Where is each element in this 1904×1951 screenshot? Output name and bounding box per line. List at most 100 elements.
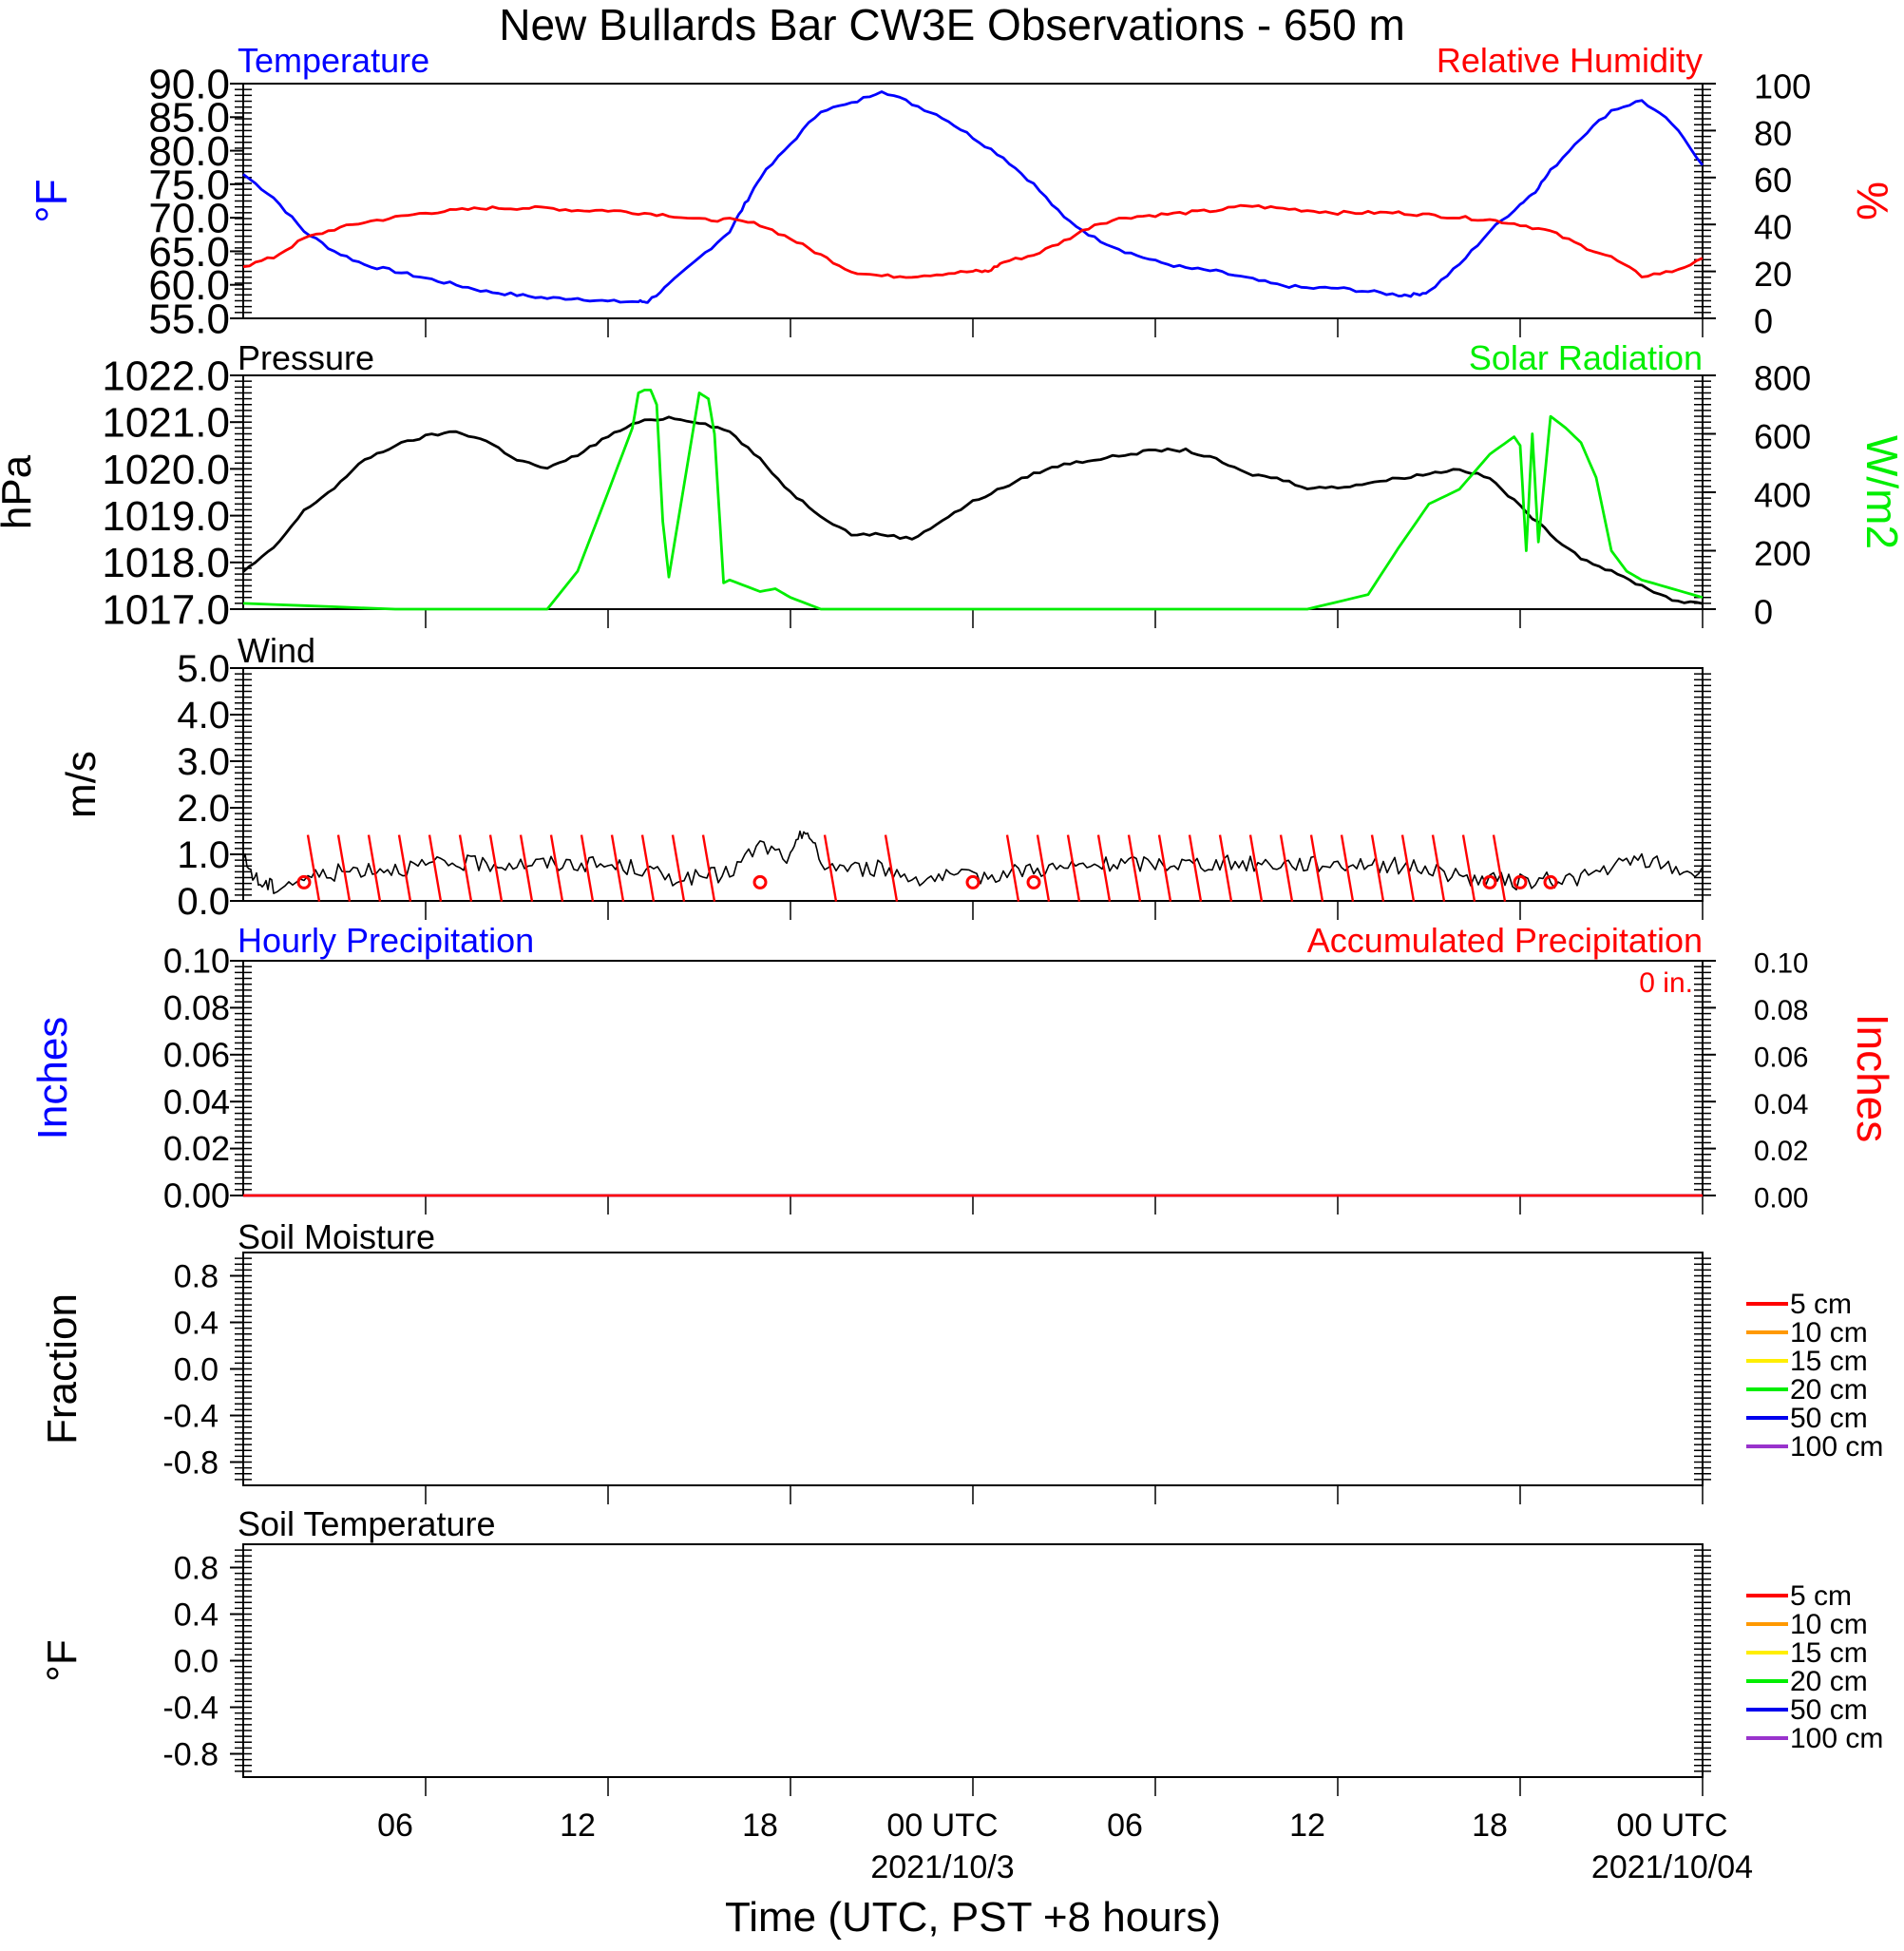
y-tick-label-left: 0.06 [163,1035,230,1074]
y-axis-title-left: Fraction [39,1293,86,1444]
legend-label: 15 cm [1790,1346,1868,1377]
wind-barb [823,834,838,902]
series-line-pressure [242,415,1704,605]
minor-ticks [230,960,1716,1215]
x-tick-label: 00 UTC [886,1808,998,1844]
y-tick-label-left: 0.0 [174,1351,219,1387]
wind-barb [458,834,473,902]
wind-barb [701,834,716,902]
plot-frame [242,667,1704,902]
y-tick-label-right: 100 [1754,67,1811,105]
y-tick-label-left: 60.0 [148,262,230,309]
y-tick-label-left: 0.00 [163,1176,230,1215]
x-tick-label: 18 [1472,1808,1508,1844]
series-line-solar-radiation [242,389,1704,611]
y-axis-title-left: hPa [0,454,40,529]
y-tick-label-left: 0.4 [174,1597,219,1633]
y-tick-label-right: 40 [1754,208,1792,247]
panel-title-right: Relative Humidity [1437,41,1703,80]
calm-wind-marker [1026,874,1041,889]
x-axis-labels: 06 12 18 00 UTC 06 12 18 00 UTC 2021/10/… [377,1808,1753,1885]
series-line-relative-humidity [242,203,1704,279]
minor-ticks [230,83,1716,337]
wind-barb [1400,834,1416,902]
calm-wind-marker [1482,874,1497,889]
y-tick-label-left: 5.0 [177,648,230,690]
wind-barb [1188,834,1203,902]
plot-frame [242,1543,1704,1778]
wind-barb [1431,834,1446,902]
plot-frame [242,83,1704,319]
wind-barb [1096,834,1112,902]
y-tick-label-right: 600 [1754,417,1811,456]
wind-barb [336,834,352,902]
y-tick-label-left: 55.0 [148,296,230,342]
panel-temperature-humidity: 90.085.080.075.070.065.060.055.0 100 80 60 4… [27,41,1897,342]
wind-barb [1218,834,1233,902]
y-axis-title-left: °F [39,1639,86,1681]
y-tick-label-left: -0.8 [162,1444,219,1481]
y-tick-label-left: 0.0 [177,881,230,923]
y-tick-label-right: 0.06 [1754,1042,1808,1073]
y-tick-label-right: 800 [1754,358,1811,397]
legend-label: 10 cm [1790,1317,1868,1348]
accumulated-total: 0 in. [1639,967,1693,999]
y-tick-label-right: 20 [1754,255,1792,294]
y-tick-label-left: 1.0 [177,834,230,876]
legend-label: 20 cm [1790,1374,1868,1406]
y-tick-label-left: -0.4 [162,1398,219,1434]
y-tick-label-left: 0.04 [163,1082,230,1121]
y-tick-label-left: 1021.0 [102,400,230,447]
legend-label: 100 cm [1790,1431,1883,1463]
x-axis-title: Time (UTC, PST +8 hours) [725,1894,1221,1941]
y-tick-label-right: 0.08 [1754,995,1808,1026]
y-tick-label-left: 75.0 [148,162,230,208]
x-tick-label: 00 UTC [1616,1808,1727,1844]
legend-label: 50 cm [1790,1403,1868,1434]
x-tick-label: 18 [742,1808,778,1844]
y-tick-label-left: 1019.0 [102,493,230,540]
date-label: 2021/10/04 [1591,1849,1753,1885]
wind-barb [1005,834,1020,902]
y-tick-label-left: 0.8 [174,1258,219,1294]
y-tick-label-right: 0 [1754,592,1773,631]
y-axis-title-left: m/s [58,751,105,818]
calm-wind-marker [1543,874,1558,889]
y-tick-label-right: 80 [1754,114,1792,153]
y-tick-label-left: 1017.0 [102,586,230,633]
legend-label: 100 cm [1790,1723,1883,1754]
figure-title: New Bullards Bar CW3E Observations - 650… [499,0,1405,49]
legend-label: 10 cm [1790,1609,1868,1640]
y-tick-label-left: 2.0 [177,788,230,830]
y-tick-label-left: -0.4 [162,1690,219,1726]
y-tick-label-left: 90.0 [148,61,230,107]
y-axis-title-left: Inches [29,1017,76,1140]
wind-barb [1309,834,1324,902]
wind-barb [1340,834,1355,902]
panel-wind: 5.0 4.0 3.0 2.01.0 0.0 Wind m/s [58,631,1704,923]
y-tick-label-right: 400 [1754,475,1811,514]
y-tick-label-right: 0 [1754,301,1773,340]
panels: 90.085.080.075.070.065.060.055.0 100 80 60 4… [0,41,1904,1778]
minor-ticks [230,667,1711,920]
wind-barb [1157,834,1172,902]
x-tick-label: 06 [1107,1808,1143,1844]
y-tick-label-left: 4.0 [177,695,230,736]
minor-ticks [230,1549,1711,1796]
series-line-wind [242,830,1704,894]
legend-label: 15 cm [1790,1637,1868,1669]
wind-barb [884,834,899,902]
y-axis-title-left: °F [27,179,76,223]
x-tick-label: 12 [1289,1808,1325,1844]
wind-barb [1461,834,1476,902]
y-tick-label-right: 0.04 [1754,1089,1808,1120]
wind-barb [306,834,321,902]
y-tick-label-left: 1018.0 [102,540,230,586]
y-tick-label-left: 70.0 [148,196,230,242]
calm-wind-marker [965,874,981,889]
panel-title-right: Accumulated Precipitation [1307,921,1703,960]
panel-title-left: Pressure [238,338,374,377]
calm-wind-marker [752,874,768,889]
y-tick-label-left: -0.8 [162,1736,219,1772]
